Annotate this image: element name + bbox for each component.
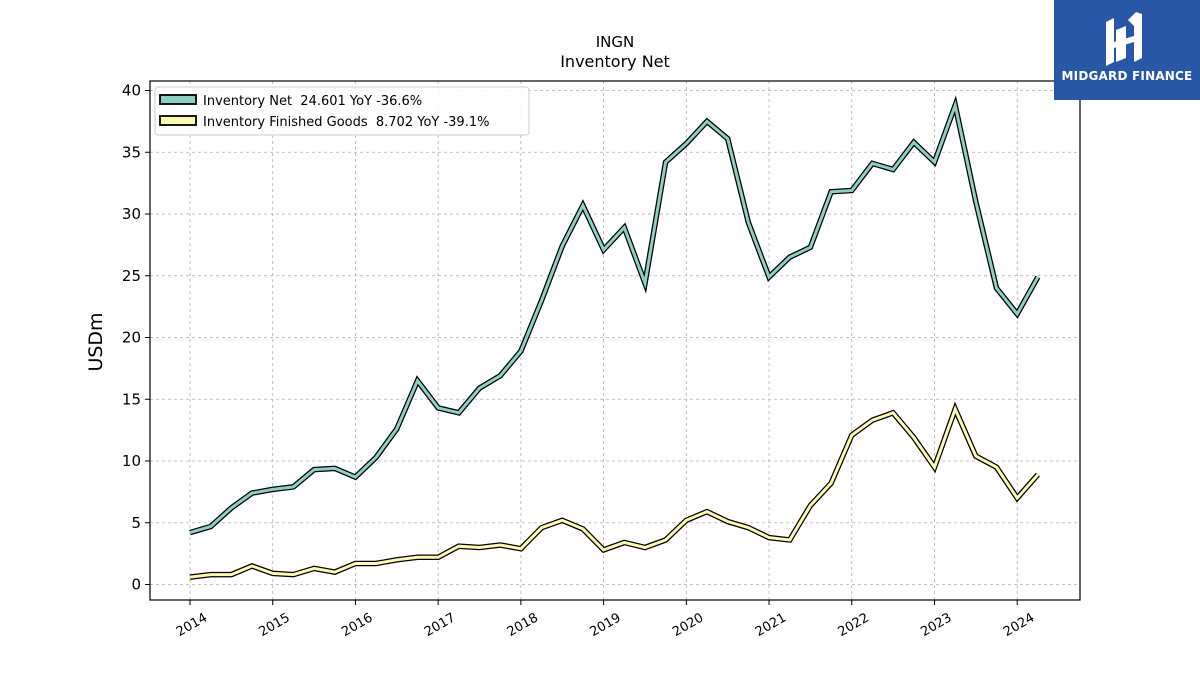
x-tick-label: 2019	[587, 610, 623, 640]
y-tick-label: 10	[122, 452, 141, 470]
x-tick-label: 2023	[918, 610, 954, 640]
plot-frame	[149, 80, 1081, 601]
brand-logo: MIDGARD FINANCE	[1054, 0, 1200, 100]
x-tick-label: 2021	[753, 610, 789, 640]
y-tick-label: 20	[122, 329, 141, 347]
x-tick-label: 2016	[339, 610, 375, 640]
logo-mark-icon	[1054, 0, 1200, 100]
legend-swatch-inventory-net	[159, 94, 197, 105]
x-tick-label: 2020	[670, 610, 706, 640]
logo-text: MIDGARD FINANCE	[1061, 69, 1193, 83]
y-axis-label: USDm	[85, 312, 107, 371]
y-tick-label: 25	[122, 267, 141, 285]
y-tick-label: 30	[122, 205, 141, 223]
legend-box	[154, 86, 530, 136]
axes: 0 5 10 15 20 25 30 35 40 2014 2015 2016 2017 2018 2019…	[122, 82, 1037, 641]
series-line-1	[189, 405, 1040, 579]
y-tick-label: 40	[122, 82, 141, 100]
chart-title: INGN	[596, 33, 635, 51]
series-layer	[189, 95, 1041, 580]
grid	[150, 81, 1080, 600]
chart-subtitle: Inventory Net	[560, 52, 670, 71]
legend-label-finished-goods: Inventory Finished Goods 8.702 YoY -39.1…	[203, 115, 489, 130]
legend-swatch-finished-goods	[159, 115, 197, 126]
x-tick-label: 2017	[422, 610, 458, 640]
x-tick-label: 2022	[836, 610, 872, 640]
x-tick-label: 2015	[257, 610, 293, 640]
y-tick-label: 0	[131, 576, 141, 594]
x-tick-label: 2014	[174, 610, 210, 640]
x-tick-label: 2018	[505, 610, 541, 640]
series-line-0	[189, 99, 1040, 535]
x-tick-label: 2024	[1001, 610, 1037, 640]
y-tick-label: 5	[131, 514, 141, 532]
legend-label-inventory-net: Inventory Net 24.601 YoY -36.6%	[203, 94, 422, 109]
y-tick-label: 15	[122, 390, 141, 408]
y-tick-label: 35	[122, 143, 141, 161]
legend: Inventory Net 24.601 YoY -36.6% Inventor…	[154, 86, 530, 136]
